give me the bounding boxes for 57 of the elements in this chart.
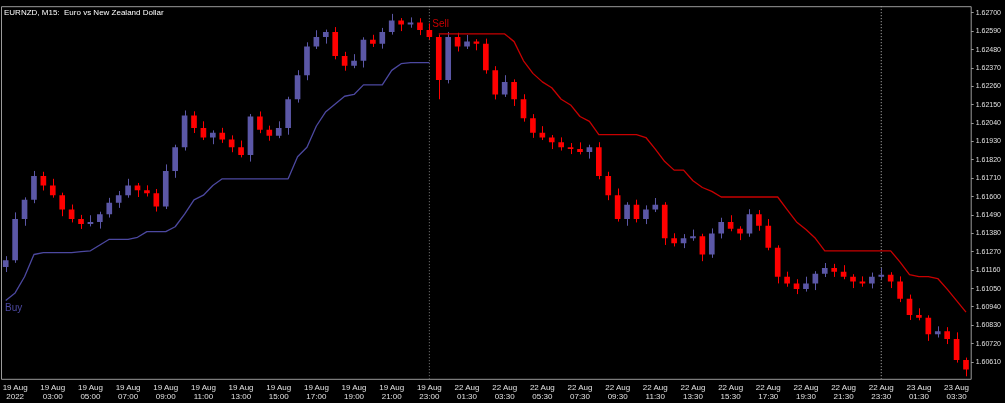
candlestick bbox=[511, 78, 517, 107]
x-tick-label: 19 Aug 05:00 bbox=[77, 382, 103, 402]
x-tick-label: 22 Aug 15:30 bbox=[718, 382, 744, 402]
annotation: Buy bbox=[5, 301, 23, 313]
candlestick bbox=[332, 26, 339, 60]
x-tick-label: 22 Aug 11:30 bbox=[642, 382, 668, 402]
candlestick bbox=[125, 178, 131, 199]
candlestick bbox=[765, 218, 772, 251]
candlestick bbox=[59, 192, 66, 217]
x-tick-label: 19 Aug 13:00 bbox=[228, 382, 254, 402]
x-tick-label: 22 Aug 23:30 bbox=[868, 382, 894, 402]
candlestick bbox=[379, 27, 386, 50]
x-tick-label: 23 Aug 01:30 bbox=[906, 382, 932, 402]
candlestick bbox=[407, 16, 414, 29]
candlestick bbox=[501, 74, 508, 98]
x-tick-label: 19 Aug 21:00 bbox=[379, 382, 405, 402]
x-tick-label: 22 Aug 19:30 bbox=[793, 382, 819, 402]
x-tick-label: 19 Aug 2022 bbox=[2, 382, 28, 402]
candlestick bbox=[530, 113, 536, 139]
x-tick-label: 19 Aug 23:00 bbox=[416, 382, 442, 402]
candlestick bbox=[643, 204, 649, 225]
candlestick bbox=[708, 227, 715, 259]
x-tick-label: 19 Aug 17:00 bbox=[303, 382, 329, 402]
x-tick-label: 19 Aug 19:00 bbox=[341, 382, 367, 402]
x-tick-label: 22 Aug 05:30 bbox=[529, 382, 555, 402]
candlestick bbox=[624, 201, 630, 227]
candlestick bbox=[341, 51, 348, 72]
candlestick bbox=[257, 110, 263, 134]
candlestick bbox=[718, 217, 725, 239]
candlestick bbox=[859, 275, 866, 288]
candlestick bbox=[31, 170, 37, 204]
x-tick-label: 19 Aug 03:00 bbox=[40, 382, 66, 402]
candlestick bbox=[191, 110, 197, 134]
x-tick-label: 19 Aug 09:00 bbox=[153, 382, 179, 402]
annotation: Sell bbox=[432, 18, 450, 30]
x-tick-label: 22 Aug 01:30 bbox=[454, 382, 480, 402]
candlestick bbox=[106, 197, 113, 219]
candlestick bbox=[897, 275, 903, 303]
candlestick bbox=[172, 144, 178, 179]
candlestick bbox=[963, 357, 969, 377]
x-tick-label: 22 Aug 09:30 bbox=[605, 382, 631, 402]
candlestick bbox=[49, 178, 56, 199]
x-tick-label: 22 Aug 13:30 bbox=[680, 382, 706, 402]
candlestick bbox=[388, 13, 395, 36]
x-tick-label: 23 Aug 03:30 bbox=[944, 382, 970, 402]
candlestick bbox=[605, 171, 612, 201]
x-tick-label: 19 Aug 15:00 bbox=[266, 382, 292, 402]
x-tick-label: 22 Aug 21:30 bbox=[831, 382, 857, 402]
x-tick-label: 22 Aug 07:30 bbox=[567, 382, 593, 402]
x-tick-label: 22 Aug 17:30 bbox=[755, 382, 781, 402]
candlestick bbox=[153, 188, 160, 213]
x-tick-label: 22 Aug 03:30 bbox=[492, 382, 518, 402]
x-tick-label: 19 Aug 11:00 bbox=[190, 382, 216, 402]
candlestick bbox=[756, 209, 762, 232]
candlestick bbox=[200, 120, 207, 141]
chart-title: EURNZD, M15: Euro vs New Zealand Dollar bbox=[4, 8, 164, 18]
x-tick-label: 19 Aug 07:00 bbox=[115, 382, 141, 402]
